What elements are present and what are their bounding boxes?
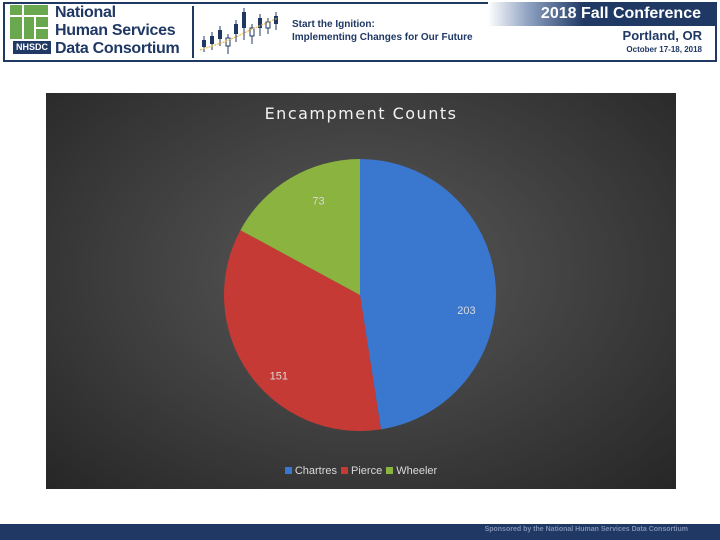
conference-title: 2018 Fall Conference <box>540 5 701 22</box>
tagline-line-2: Implementing Changes for Our Future <box>292 32 473 43</box>
data-label-wheeler: 73 <box>312 196 324 208</box>
footer-bar: Sponsored by the National Human Services… <box>0 524 720 540</box>
header-divider <box>192 6 194 58</box>
legend-label-chartres: Chartres <box>294 465 338 477</box>
legend-label-wheeler: Wheeler <box>396 465 438 477</box>
tagline-line-1: Start the Ignition: <box>292 19 375 30</box>
conference-title-bar: 2018 Fall Conference <box>488 2 717 26</box>
chart-panel: Encampment Counts 203 151 73 Chartres Pierc… <box>46 93 676 489</box>
org-name-line-2: Human Services <box>55 22 176 39</box>
pie-chart: 203 151 73 <box>223 159 497 431</box>
legend-label-pierce: Pierce <box>351 465 383 477</box>
conference-banner: NHSDC National Human Services Data Conso… <box>0 0 720 64</box>
data-label-chartres: 203 <box>457 305 475 317</box>
org-name-line-1: National <box>55 4 116 21</box>
pie-slice-pierce <box>223 230 381 431</box>
chart-title: Encampment Counts <box>264 104 458 123</box>
org-name-line-3: Data Consortium <box>55 40 180 57</box>
sponsor-text: Sponsored by the National Human Services… <box>484 526 688 533</box>
pie-slice-chartres <box>360 159 497 430</box>
legend-item-wheeler: Wheeler <box>386 465 437 477</box>
pie-slice-wheeler <box>240 159 360 295</box>
legend-swatch-wheeler <box>386 467 394 474</box>
data-label-pierce: 151 <box>270 371 288 383</box>
logo-badge: NHSDC <box>12 40 52 55</box>
conference-location: Portland, OR <box>622 28 702 43</box>
banner-frame <box>3 2 717 62</box>
conference-dates: October 17-18, 2018 <box>626 45 702 54</box>
legend-item-chartres: Chartres <box>284 465 338 477</box>
chart-legend: Chartres Pierce Wheeler <box>46 465 676 477</box>
conference-tagline: Start the Ignition: Implementing Changes… <box>292 18 473 44</box>
candlestick-graphic <box>199 8 279 54</box>
legend-swatch-chartres <box>284 467 292 474</box>
legend-swatch-pierce <box>341 467 349 474</box>
legend-item-pierce: Pierce <box>341 465 382 477</box>
organization-name: National Human Services Data Consortium <box>55 4 190 58</box>
nhsdc-logo <box>10 5 50 57</box>
